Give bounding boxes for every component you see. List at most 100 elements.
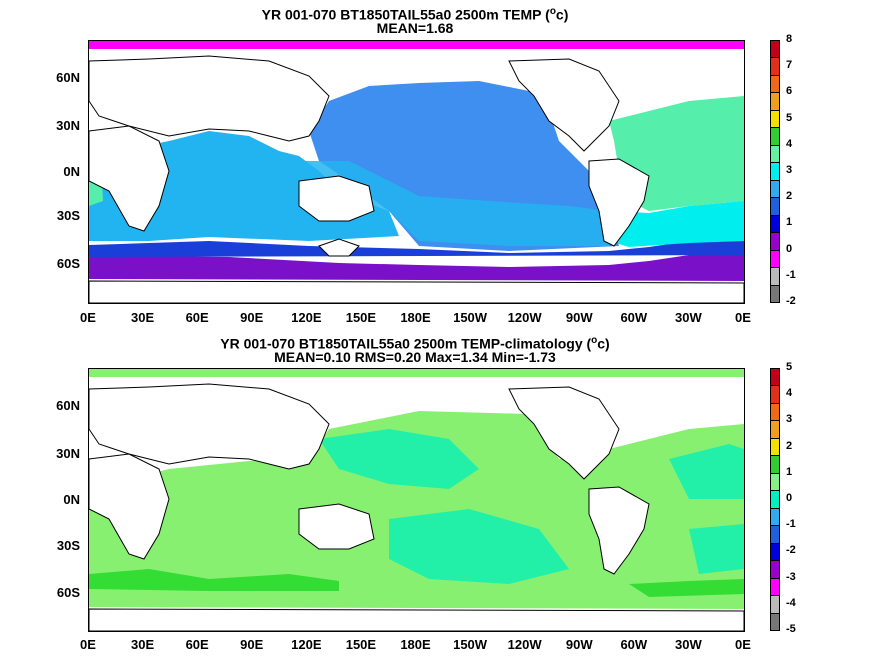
panel2-lat-60n: 60N bbox=[56, 398, 80, 413]
panel1-colorbar-cell bbox=[770, 249, 780, 269]
panel2-lon-label: 0E bbox=[735, 637, 751, 652]
panel1-lon-label: 0E bbox=[735, 310, 751, 325]
panel1-colorbar-label: 2 bbox=[786, 190, 793, 203]
panel1-title-end: c) bbox=[555, 6, 569, 23]
panel1-lon-label: 60E bbox=[185, 310, 209, 325]
panel2-colorbar-cell bbox=[770, 560, 780, 579]
panel2-south-atlantic-green bbox=[629, 579, 744, 597]
panel2-colorbar-cell bbox=[770, 437, 780, 457]
panel2-lat-30s: 30S bbox=[56, 538, 80, 553]
panel2-title-text: YR 001-070 BT1850TAIL55a0 2500m TEMP-cli… bbox=[220, 335, 592, 352]
panel1-south-atlantic bbox=[609, 201, 744, 247]
panel2-colorbar-label: 5 bbox=[786, 361, 793, 373]
panel1-subtitle: MEAN=1.68 bbox=[376, 20, 454, 36]
panel1-colorbar-cell bbox=[770, 267, 780, 286]
panel2-lon-label: 90W bbox=[565, 637, 593, 652]
panel1-colorbar-label: -2 bbox=[786, 295, 796, 307]
panel1-colorbar-cell bbox=[770, 74, 780, 94]
panel2-colorbar-cell bbox=[770, 612, 780, 631]
panel2-patch-north-atlantic bbox=[669, 444, 744, 499]
panel1-colorbar-label: 8 bbox=[786, 33, 793, 45]
panel2-lon-label: 90E bbox=[240, 637, 264, 652]
panel2-subtitle: MEAN=0.10 RMS=0.20 Max=1.34 Min=-1.73 bbox=[274, 349, 556, 365]
panel2-lat-60s: 60S bbox=[56, 585, 80, 600]
panel1-lat-0n: 0N bbox=[63, 164, 80, 179]
panel2-map-svg bbox=[89, 369, 744, 631]
panel1-colorbar-label: 1 bbox=[786, 216, 793, 229]
panel2-colorbar-cell bbox=[770, 525, 780, 544]
panel1-eurasia bbox=[89, 55, 330, 142]
panel1-title: YR 001-070 BT1850TAIL55a0 2500m TEMP (oc… bbox=[0, 3, 830, 24]
panel2-lon-label: 120E bbox=[291, 637, 322, 652]
panel1-colorbar-label: 5 bbox=[786, 111, 793, 124]
panel2-colorbar-label: -3 bbox=[786, 570, 796, 583]
panel1-lon-label: 150E bbox=[345, 310, 377, 325]
panel1-colorbar-cell bbox=[770, 284, 780, 303]
panel2-colorbar-label: 2 bbox=[786, 439, 793, 452]
panel1-colorbar-cell bbox=[770, 197, 780, 216]
panel2-colorbar-label: -1 bbox=[786, 518, 796, 531]
panel2-lon-label: 150E bbox=[345, 637, 377, 652]
panel2-patch-north-pacific bbox=[319, 429, 479, 489]
panel1-lon-label: 180E bbox=[400, 310, 431, 325]
panel2-colorbar-label: -2 bbox=[786, 544, 796, 557]
panel1-lon-label: 120W bbox=[507, 310, 542, 325]
panel1-lat-30n: 30N bbox=[56, 118, 80, 133]
panel1-colorbar-label: 6 bbox=[786, 85, 793, 98]
panel1-lon-label: 90E bbox=[240, 310, 264, 325]
panel1-colorbar-cell bbox=[770, 127, 780, 146]
panel2-lon-label: 60W bbox=[620, 637, 648, 652]
panel1-australia bbox=[298, 175, 375, 222]
panel2-map bbox=[88, 368, 745, 632]
panel2-colorbar-cell bbox=[770, 455, 780, 474]
panel2-colorbar-cell bbox=[770, 402, 780, 422]
panel2-australia bbox=[298, 503, 375, 550]
panel2-lon-label: 120W bbox=[507, 637, 542, 652]
panel1-colorbar-cell bbox=[770, 57, 780, 76]
panel1-colorbar-cell bbox=[770, 179, 780, 199]
panel2-colorbar-label: 1 bbox=[786, 465, 793, 478]
panel2-colorbar-cell bbox=[770, 542, 780, 562]
panel2-colorbar-cell bbox=[770, 385, 780, 404]
panel2-title: YR 001-070 BT1850TAIL55a0 2500m TEMP-cli… bbox=[0, 332, 830, 353]
panel2-colorbar-cell bbox=[770, 368, 780, 387]
panel1-lon-label: 90W bbox=[565, 310, 593, 325]
panel1-arctic-ocean bbox=[89, 41, 744, 49]
panel2-colorbar-label: 0 bbox=[786, 492, 793, 504]
panel2-colorbar-cell bbox=[770, 420, 780, 439]
panel1-colorbar-label: 0 bbox=[786, 242, 793, 255]
panel1-colorbar-cell bbox=[770, 162, 780, 181]
panel1-lat-60n: 60N bbox=[56, 70, 80, 85]
panel2-colorbar-label: 3 bbox=[786, 413, 793, 426]
panel2-colorbar-cell bbox=[770, 490, 780, 509]
panel1-colorbar-cell bbox=[770, 109, 780, 129]
panel1-colorbar-label: 4 bbox=[786, 137, 793, 150]
panel1-africa bbox=[89, 125, 170, 232]
panel1-kerguelen-gap bbox=[318, 238, 360, 257]
panel2-colorbar-label: -4 bbox=[786, 596, 796, 609]
panel1-colorbar-cell bbox=[770, 40, 780, 59]
panel1-southern-ocean bbox=[89, 239, 744, 257]
panel2-africa bbox=[89, 453, 170, 560]
panel1-colorbar-label: 3 bbox=[786, 164, 793, 176]
panel2-lon-label: 0E bbox=[80, 637, 96, 652]
panel2-colorbar-cell bbox=[770, 507, 780, 527]
panel1-south-pacific bbox=[299, 161, 609, 246]
panel2-eurasia bbox=[89, 383, 330, 470]
panel2-arctic-ocean bbox=[89, 369, 744, 377]
panel2-southern-green-band bbox=[89, 569, 339, 591]
panel2-colorbar-label: -5 bbox=[786, 623, 796, 635]
panel2-north-america bbox=[508, 386, 620, 480]
panel2-title-end: c) bbox=[597, 335, 610, 352]
panel2-colorbar bbox=[770, 368, 780, 631]
panel2-colorbar-cell bbox=[770, 577, 780, 597]
panel2-lon-label: 30E bbox=[131, 637, 155, 652]
panel1-lat-30s: 30S bbox=[56, 208, 80, 223]
panel2-title-unit: o bbox=[591, 335, 598, 346]
panel2-patch-south-pacific bbox=[389, 509, 569, 584]
panel1-lon-label: 30E bbox=[131, 310, 155, 325]
panel1-lon-label: 60W bbox=[620, 310, 648, 325]
panel2-colorbar-cell bbox=[770, 472, 780, 492]
panel2-south-america bbox=[588, 486, 650, 575]
panel1-colorbar-cell bbox=[770, 92, 780, 111]
